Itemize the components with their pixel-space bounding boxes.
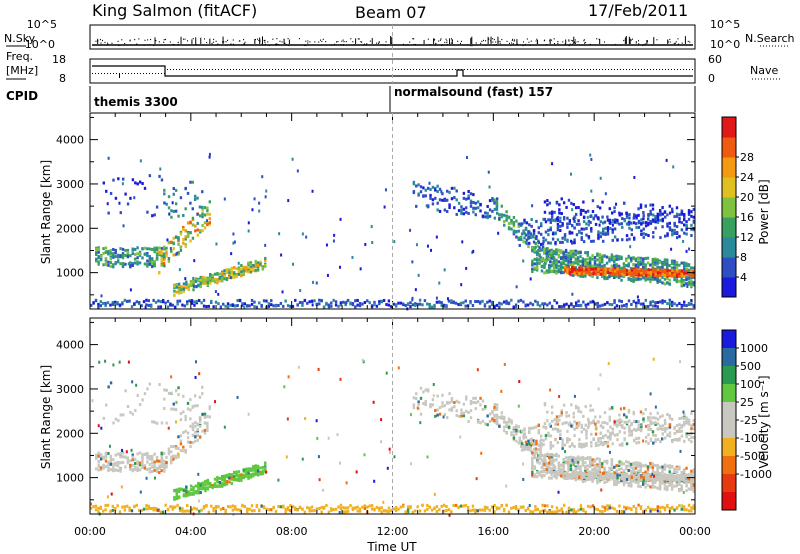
velocity-colorbar-tick: -25 [740,414,758,427]
nsearch-tick-top: 10^5 [710,18,740,31]
freq-trace [92,65,693,78]
x-tick-label: 16:00 [477,525,509,538]
colorbar-segment [722,474,736,493]
nsky-trace [92,36,693,47]
power-colorbar-tick: 8 [740,251,747,264]
power-colorbar-tick: 20 [740,191,754,204]
colorbar-segment [722,157,736,178]
cpid-segment-2: normalsound (fast) 157 [394,85,553,99]
velocity-colorbar-tick: -500 [740,450,765,463]
colorbar-segment [722,330,736,349]
power-colorbar-label: Power [dB] [757,179,771,244]
colorbar-segment [722,456,736,475]
power-ylabel: Slant Range [km] [39,160,53,264]
power-colorbar-tick: 16 [740,211,754,224]
velocity-colorbar-tick: -1000 [740,468,772,481]
colorbar-segment [722,348,736,367]
velocity-colorbar: 1000 500 100 25 -25 -100 -500 -1000 [721,329,772,511]
cpid-label: CPID [6,89,38,103]
velocity-ylabel: Slant Range [km] [39,365,53,469]
power-colorbar: 4 8 12 16 20 24 28 [721,116,754,298]
colorbar-segment [722,257,736,278]
velocity-heatmap [90,357,696,517]
colorbar-segment [722,197,736,218]
colorbar-segment [722,384,736,403]
cpid-segment-1: themis 3300 [94,95,178,109]
power-colorbar-tick: 4 [740,271,747,284]
beam-title: Beam 07 [355,3,427,22]
x-tick-label: 08:00 [276,525,308,538]
colorbar-segment [722,217,736,238]
nsky-tick-bottom: 10^0 [25,38,55,51]
nave-tick-top: 60 [708,53,722,66]
x-tick-label: 04:00 [175,525,207,538]
power-colorbar-tick: 12 [740,231,754,244]
velocity-colorbar-tick: 1000 [740,342,768,355]
date-title: 17/Feb/2011 [588,1,688,20]
power-colorbar-tick: 24 [740,171,754,184]
station-title: King Salmon (fitACF) [92,1,257,20]
colorbar-segment [722,420,736,439]
power-panel: 1000 2000 3000 4000 Slant Range [km] [39,112,696,311]
freq-tick-top: 18 [52,53,66,66]
colorbar-segment [722,117,736,138]
time-x-ticks: 00:00 04:00 08:00 12:00 16:00 20:00 00:00 [74,25,711,538]
y-tick-label: 1000 [56,267,84,280]
x-tick-label: 12:00 [377,525,409,538]
freq-label-2: [MHz] [6,64,38,77]
nsky-tick-top: 10^5 [27,18,57,31]
y-tick-label: 3000 [56,178,84,191]
nave-label: Nave [750,64,778,77]
y-tick-label: 4000 [56,339,84,352]
x-tick-label: 20:00 [578,525,610,538]
power-colorbar-tick: 28 [740,151,754,164]
velocity-colorbar-tick: 100 [740,378,761,391]
y-tick-label: 2000 [56,222,84,235]
y-tick-label: 3000 [56,383,84,396]
velocity-colorbar-tick: 25 [740,396,754,409]
freq-label-1: Freq. [6,50,33,63]
colorbar-segment [722,402,736,421]
power-heatmap [90,152,696,311]
y-tick-label: 2000 [56,427,84,440]
nsky-label: N.Sky [4,32,36,45]
velocity-panel: 1000 2000 3000 4000 Slant Range [km] [39,317,696,517]
colorbar-segment [722,177,736,198]
colorbar-segment [722,366,736,385]
y-tick-label: 4000 [56,134,84,147]
x-tick-label: 00:00 [679,525,711,538]
colorbar-segment [722,277,736,298]
power-y-ticks: 1000 2000 3000 4000 [56,116,695,296]
y-tick-label: 1000 [56,472,84,485]
velocity-colorbar-tick: -100 [740,432,765,445]
freq-tick-bottom: 8 [59,72,66,85]
nsearch-label: N.Search [745,32,795,45]
nave-tick-bottom: 0 [708,72,715,85]
colorbar-segment [722,237,736,258]
time-xlabel: Time UT [366,540,417,554]
velocity-y-ticks: 1000 2000 3000 4000 [56,321,695,501]
colorbar-segment [722,492,736,511]
velocity-colorbar-label: Velocity [m s⁻¹] [757,375,771,468]
x-tick-label: 00:00 [74,525,106,538]
velocity-colorbar-tick: 500 [740,360,761,373]
colorbar-segment [722,137,736,158]
nsearch-tick-bottom: 10^0 [710,38,740,51]
colorbar-segment [722,438,736,457]
